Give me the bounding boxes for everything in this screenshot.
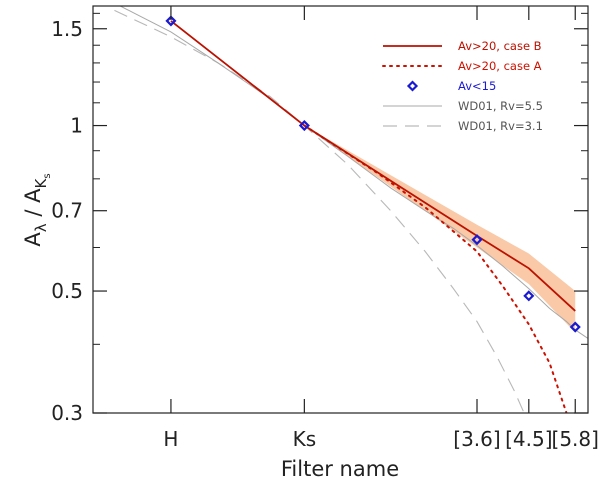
y-tick-label: 0.5 — [51, 279, 83, 303]
data-point-av-15 — [569, 321, 581, 333]
y-axis-title: Aλ / AKs — [21, 173, 53, 246]
x-tick-label: [3.6] — [453, 427, 500, 451]
y-axis-title-a: A — [21, 232, 45, 247]
x-tick-label: [4.5] — [505, 427, 552, 451]
legend-label-av-20-case-b: Av>20, case B — [458, 39, 542, 53]
legend-label-av-15: Av<15 — [458, 79, 496, 93]
x-tick-label: [5.8] — [552, 427, 599, 451]
x-axis-title: Filter name — [281, 457, 399, 481]
legend-label-av-20-case-a: Av>20, case A — [458, 59, 542, 73]
y-tick-label: 0.7 — [51, 199, 83, 223]
x-tick-label: H — [163, 427, 178, 451]
data-point-av-15 — [523, 290, 535, 302]
legend-marker-av-15 — [406, 80, 419, 92]
y-tick-label: 0.3 — [51, 401, 83, 425]
y-axis-title-s: s — [42, 173, 53, 178]
plot-frame — [92, 5, 589, 414]
y-axis-title-lambda: λ — [32, 223, 50, 232]
legend-label-wd01-rv-3-1: WD01, Rv=3.1 — [458, 119, 543, 133]
y-axis-title-sep: / A — [21, 188, 45, 223]
data-point-av-15 — [298, 120, 310, 132]
data-point-av-15 — [165, 15, 177, 27]
legend-label-wd01-rv-5-5: WD01, Rv=5.5 — [458, 99, 543, 113]
svg-text:Aλ / AKs: Aλ / AKs — [21, 173, 53, 246]
y-tick-label: 1.5 — [51, 17, 83, 41]
y-axis-title-k: K — [32, 178, 50, 189]
series-line-wd01-rv-5-5 — [119, 6, 588, 339]
x-tick-label: Ks — [293, 427, 317, 451]
data-point-av-15 — [471, 234, 483, 246]
y-tick-label: 1 — [70, 114, 83, 138]
